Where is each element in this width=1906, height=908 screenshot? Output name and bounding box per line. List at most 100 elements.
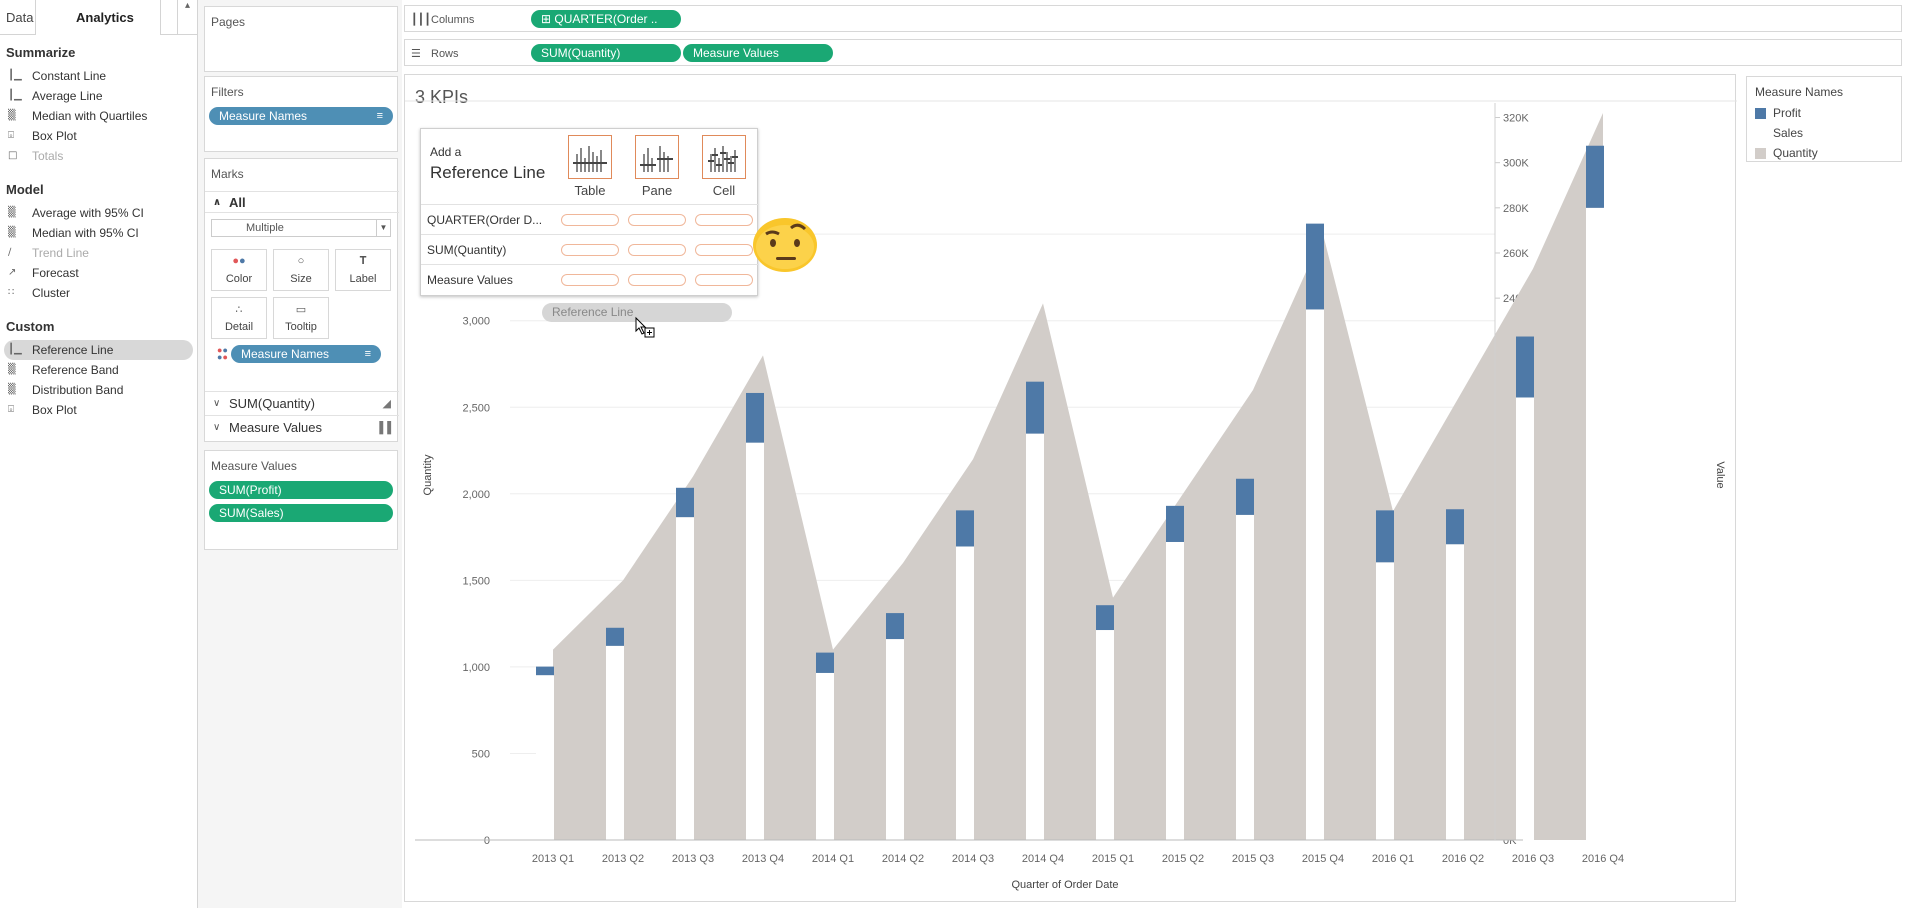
x-tick-label: 2016 Q3 bbox=[1512, 853, 1554, 865]
profit-bar bbox=[1166, 505, 1184, 542]
tooltip-icon: ▭ bbox=[295, 304, 307, 316]
box-plot-item[interactable]: ⌻ Box Plot bbox=[8, 129, 77, 143]
custom-box-plot-item[interactable]: ⌻ Box Plot bbox=[8, 403, 77, 417]
color-measure-names-pill[interactable]: Measure Names ≡ bbox=[231, 345, 381, 363]
columns-shelf[interactable]: ┃┃┃Columns ⊞ QUARTER(Order .. bbox=[404, 5, 1902, 32]
size-button[interactable]: ○ Size bbox=[273, 249, 329, 291]
label-button[interactable]: 𝐓 Label bbox=[335, 249, 391, 291]
mark-type-dropdown[interactable]: Multiple ▼ bbox=[211, 219, 391, 237]
drop-target-cell[interactable] bbox=[695, 214, 753, 226]
reference-band-icon: ▒ bbox=[8, 364, 16, 375]
forecast-item[interactable]: ↗ Forecast bbox=[8, 266, 79, 280]
marks-quantity-row[interactable]: ∨ SUM(Quantity) ◢ bbox=[205, 391, 399, 415]
marks-all-row[interactable]: ∧ All bbox=[205, 191, 399, 213]
scope-table[interactable]: Table bbox=[567, 135, 613, 198]
sum-sales-pill[interactable]: SUM(Sales) bbox=[209, 504, 393, 522]
totals-item[interactable]: □ Totals bbox=[8, 149, 64, 163]
tooltip-button[interactable]: ▭ Tooltip bbox=[273, 297, 329, 339]
chevron-down-icon: ∨ bbox=[213, 398, 221, 409]
legend-item-sales[interactable]: Sales bbox=[1747, 123, 1901, 143]
sales-bar bbox=[746, 442, 764, 840]
drop-target-pane[interactable] bbox=[628, 244, 686, 256]
marks-measure-values-row[interactable]: ∨ Measure Values ▐▐ bbox=[205, 415, 399, 439]
quarter-order-pill[interactable]: ⊞ QUARTER(Order .. bbox=[531, 10, 681, 28]
analytics-pane: Data Analytics ▴ Summarize ┃▁ Constant Li… bbox=[0, 0, 198, 908]
measure-values-pill[interactable]: Measure Values bbox=[683, 44, 833, 62]
y-tick-label-left: 500 bbox=[472, 748, 490, 760]
x-tick-label: 2015 Q1 bbox=[1092, 853, 1134, 865]
chevron-down-icon: ▼ bbox=[376, 220, 390, 236]
average-line-item[interactable]: ┃▁ Average Line bbox=[8, 89, 103, 103]
color-button[interactable]: ●● Color bbox=[211, 249, 267, 291]
rows-shelf[interactable]: ☰ Rows SUM(Quantity) Measure Values bbox=[404, 39, 1902, 66]
sales-bar bbox=[1376, 562, 1394, 840]
chart[interactable]: 05001,0001,5002,0002,5003,0003,5000K20K4… bbox=[405, 75, 1737, 903]
cluster-icon: ∷ bbox=[8, 287, 15, 298]
sales-bar bbox=[1096, 630, 1114, 840]
average-ci-item[interactable]: ▒ Average with 95% CI bbox=[8, 206, 144, 220]
distribution-band-item[interactable]: ▒ Distribution Band bbox=[8, 383, 124, 397]
sales-bar bbox=[1586, 207, 1604, 841]
sales-bar bbox=[536, 675, 554, 840]
tab-analytics[interactable]: Analytics bbox=[35, 0, 161, 35]
constant-line-item[interactable]: ┃▁ Constant Line bbox=[8, 69, 107, 83]
drop-target-cell[interactable] bbox=[695, 274, 753, 286]
scope-pane[interactable]: Pane bbox=[634, 135, 680, 198]
custom-box-plot-icon: ⌻ bbox=[8, 404, 14, 415]
color-icon: ●● bbox=[232, 255, 246, 267]
reference-line-icon: ┃▁ bbox=[8, 344, 22, 355]
profit-bar bbox=[1026, 381, 1044, 434]
reference-line-item[interactable]: ┃▁ Reference Line bbox=[4, 340, 193, 360]
popup-row-quantity: SUM(Quantity) bbox=[421, 234, 759, 264]
x-tick-label: 2013 Q3 bbox=[672, 853, 714, 865]
pages-title: Pages bbox=[211, 15, 246, 29]
median-quartiles-item[interactable]: ▒ Median with Quartiles bbox=[8, 109, 148, 123]
profit-bar bbox=[1306, 223, 1324, 310]
marks-card: Marks ∧ All Multiple ▼ ●● Color ○ Size 𝐓 Lab… bbox=[204, 158, 399, 442]
area-mark-icon: ◢ bbox=[382, 398, 391, 410]
sum-quantity-pill[interactable]: SUM(Quantity) bbox=[531, 44, 681, 62]
median-ci-item[interactable]: ▒ Median with 95% CI bbox=[8, 226, 139, 240]
tab-data[interactable]: Data bbox=[6, 10, 34, 25]
drop-target-cell[interactable] bbox=[695, 244, 753, 256]
table-scope-icon bbox=[568, 135, 612, 179]
median-ci-icon: ▒ bbox=[8, 227, 16, 238]
measure-values-card[interactable]: Measure Values SUM(Profit) SUM(Sales) bbox=[204, 450, 398, 550]
filters-card[interactable]: Filters Measure Names ≡ bbox=[204, 76, 398, 152]
legend-item-profit[interactable]: Profit bbox=[1747, 103, 1901, 123]
sort-icon: ≡ bbox=[376, 110, 383, 122]
x-tick-label: 2013 Q1 bbox=[532, 853, 574, 865]
trend-line-item[interactable]: ∕ Trend Line bbox=[8, 246, 89, 260]
drop-target-table[interactable] bbox=[561, 274, 619, 286]
summarize-heading: Summarize bbox=[6, 45, 76, 60]
profit-bar bbox=[886, 613, 904, 640]
profit-bar bbox=[1096, 605, 1114, 631]
y-tick-label-left: 0 bbox=[484, 835, 490, 847]
label-icon: 𝐓 bbox=[359, 255, 367, 267]
measure-values-title: Measure Values bbox=[211, 459, 297, 473]
y-tick-label-left: 3,000 bbox=[462, 316, 490, 328]
drop-target-pane[interactable] bbox=[628, 214, 686, 226]
reference-band-item[interactable]: ▒ Reference Band bbox=[8, 363, 119, 377]
pages-card[interactable]: Pages bbox=[204, 6, 398, 72]
legend-item-quantity[interactable]: Quantity bbox=[1747, 143, 1901, 163]
detail-button[interactable]: ∴ Detail bbox=[211, 297, 267, 339]
drop-target-table[interactable] bbox=[561, 214, 619, 226]
cluster-item[interactable]: ∷ Cluster bbox=[8, 286, 71, 300]
filter-measure-names-pill[interactable]: Measure Names ≡ bbox=[209, 107, 393, 125]
profit-bar bbox=[676, 487, 694, 518]
dragged-reference-line-pill[interactable]: Reference Line bbox=[542, 303, 732, 322]
profit-bar bbox=[606, 627, 624, 646]
x-tick-label: 2014 Q2 bbox=[882, 853, 924, 865]
pane-menu-icon[interactable]: ▴ bbox=[177, 0, 197, 34]
drop-target-pane[interactable] bbox=[628, 274, 686, 286]
sum-profit-pill[interactable]: SUM(Profit) bbox=[209, 481, 393, 499]
viz-pane: 3 KPIs 05001,0001,5002,0002,5003,0003,50… bbox=[404, 74, 1737, 903]
profit-bar bbox=[816, 652, 834, 673]
add-reference-line-popup: Add a Reference Line Table Pane Cell QUA… bbox=[420, 128, 759, 296]
x-tick-label: 2015 Q4 bbox=[1302, 853, 1344, 865]
detail-icon: ∴ bbox=[235, 304, 243, 316]
drop-target-table[interactable] bbox=[561, 244, 619, 256]
x-tick-label: 2014 Q4 bbox=[1022, 853, 1064, 865]
scope-cell[interactable]: Cell bbox=[701, 135, 747, 198]
